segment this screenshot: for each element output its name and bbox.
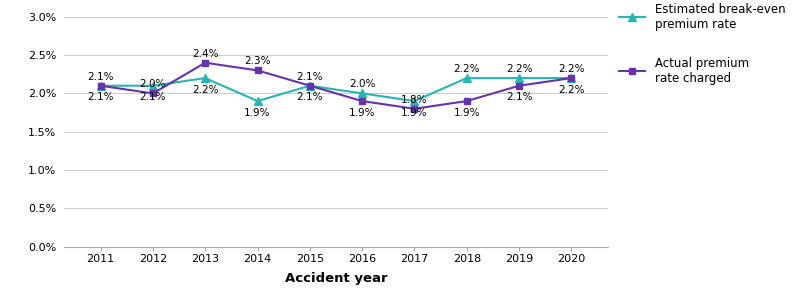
Actual premium
rate charged: [201, 61, 210, 64]
Text: 2.2%: 2.2%: [192, 85, 218, 95]
Estimated break-even
premium rate: [253, 99, 262, 103]
Text: 2.4%: 2.4%: [192, 48, 218, 58]
Actual premium
rate charged: [410, 107, 419, 110]
Actual premium
rate charged: [514, 84, 524, 88]
Text: 2.2%: 2.2%: [454, 64, 480, 74]
Text: 2.3%: 2.3%: [244, 56, 270, 66]
Text: 2.1%: 2.1%: [506, 92, 532, 102]
Text: 1.9%: 1.9%: [402, 107, 428, 118]
Actual premium
rate charged: [462, 99, 471, 103]
Text: 2.2%: 2.2%: [558, 85, 585, 95]
Actual premium
rate charged: [305, 84, 314, 88]
Actual premium
rate charged: [566, 76, 576, 80]
Actual premium
rate charged: [358, 99, 367, 103]
Text: 1.9%: 1.9%: [454, 107, 480, 118]
Text: 2.1%: 2.1%: [297, 72, 323, 82]
Actual premium
rate charged: [253, 69, 262, 72]
Estimated break-even
premium rate: [358, 92, 367, 95]
Actual premium
rate charged: [96, 84, 106, 88]
Text: 2.2%: 2.2%: [506, 64, 532, 74]
Text: 1.9%: 1.9%: [349, 107, 375, 118]
Line: Estimated break-even
premium rate: Estimated break-even premium rate: [97, 74, 575, 105]
Text: 1.9%: 1.9%: [244, 107, 270, 118]
Text: 2.1%: 2.1%: [87, 72, 114, 82]
Estimated break-even
premium rate: [96, 84, 106, 88]
Estimated break-even
premium rate: [305, 84, 314, 88]
Estimated break-even
premium rate: [566, 76, 576, 80]
Text: 2.2%: 2.2%: [558, 64, 585, 74]
Estimated break-even
premium rate: [201, 76, 210, 80]
Estimated break-even
premium rate: [148, 84, 158, 88]
Line: Actual premium
rate charged: Actual premium rate charged: [97, 59, 575, 112]
X-axis label: Accident year: Accident year: [285, 272, 387, 285]
Text: 1.8%: 1.8%: [402, 95, 428, 104]
Estimated break-even
premium rate: [514, 76, 524, 80]
Actual premium
rate charged: [148, 92, 158, 95]
Text: 2.1%: 2.1%: [297, 92, 323, 102]
Estimated break-even
premium rate: [462, 76, 471, 80]
Estimated break-even
premium rate: [410, 99, 419, 103]
Text: 2.1%: 2.1%: [140, 92, 166, 102]
Legend: Estimated break-even
premium rate, Actual premium
rate charged: Estimated break-even premium rate, Actua…: [619, 3, 786, 85]
Text: 2.1%: 2.1%: [87, 92, 114, 102]
Text: 2.0%: 2.0%: [349, 79, 375, 89]
Text: 2.0%: 2.0%: [140, 79, 166, 89]
